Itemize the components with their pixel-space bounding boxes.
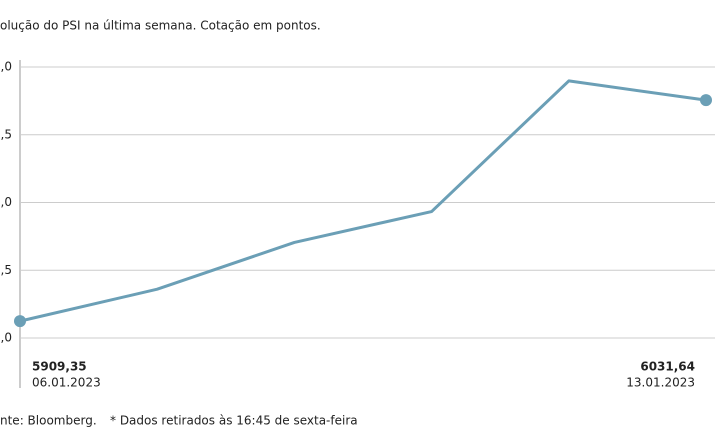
y-tick-label: ,0 (1, 331, 12, 345)
line (19, 79, 707, 323)
point (14, 315, 26, 328)
x-tick-label: 13.01.2023 (626, 376, 695, 390)
source: nte: Bloomberg. (0, 414, 97, 428)
y-tick-label: ,5 (1, 263, 12, 277)
note: * Dados retirados às 16:45 de sexta-feir… (110, 414, 358, 428)
value-label: 6031,64 (640, 360, 695, 374)
y-tick-label: ,0 (1, 195, 12, 209)
point (700, 94, 712, 107)
chart-title: olução do PSI na última semana. Cotação … (0, 19, 321, 33)
y-tick-label: ,0 (1, 60, 12, 74)
y-tick-label: ,5 (1, 127, 12, 141)
value-label: 5909,35 (32, 360, 87, 374)
x-tick-label: 06.01.2023 (32, 376, 101, 390)
